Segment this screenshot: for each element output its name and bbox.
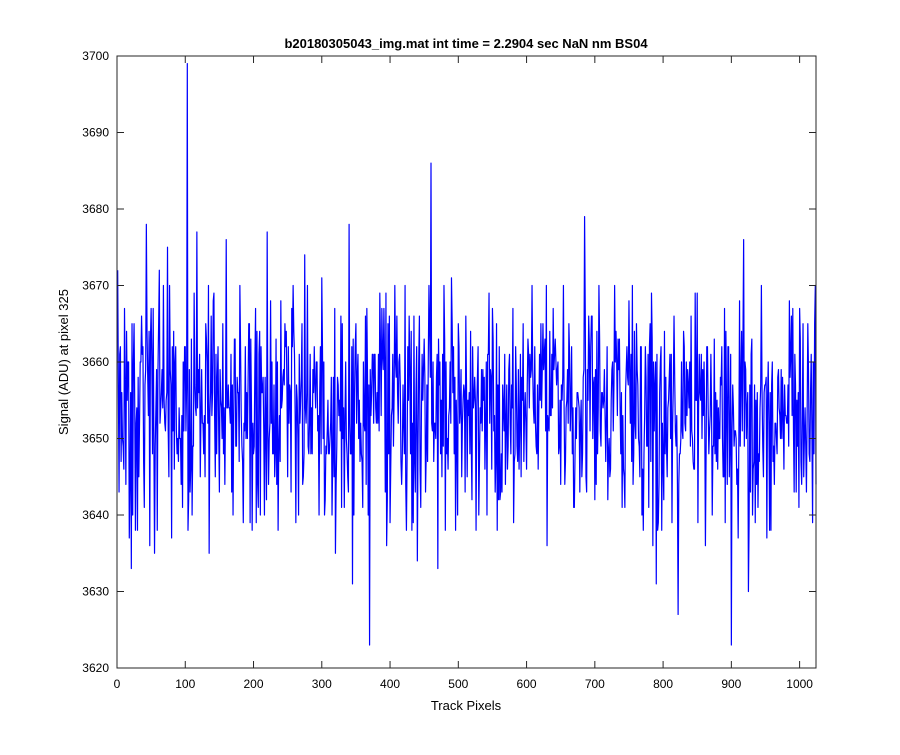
x-tick-label: 800 (653, 677, 673, 691)
chart-title: b20180305043_img.mat int time = 2.2904 s… (284, 36, 648, 51)
data-layer (117, 63, 817, 646)
x-tick-label: 1000 (786, 677, 813, 691)
x-axis-label: Track Pixels (431, 698, 502, 713)
x-tick-label: 600 (517, 677, 537, 691)
x-tick-label: 300 (312, 677, 332, 691)
y-tick-label: 3640 (82, 508, 109, 522)
y-tick-label: 3660 (82, 355, 109, 369)
y-axis-label: Signal (ADU) at pixel 325 (56, 289, 71, 435)
x-tick-label: 200 (244, 677, 264, 691)
x-tick-label: 400 (380, 677, 400, 691)
x-tick-label: 100 (175, 677, 195, 691)
y-tick-label: 3620 (82, 661, 109, 675)
x-tick-label: 500 (448, 677, 468, 691)
axes-layer: 0 100 200 300 400 500 600 700 800 900 1000 3620 3630… (82, 49, 817, 691)
x-tick-label: 900 (721, 677, 741, 691)
y-tick-label: 3630 (82, 585, 109, 599)
y-tick-label: 3670 (82, 279, 109, 293)
series-line (117, 63, 817, 646)
x-tick-label: 700 (585, 677, 605, 691)
y-tick-label: 3690 (82, 126, 109, 140)
x-tick-label: 0 (114, 677, 121, 691)
y-tick-label: 3680 (82, 202, 109, 216)
y-tick-label: 3650 (82, 432, 109, 446)
y-tick-label: 3700 (82, 49, 109, 63)
